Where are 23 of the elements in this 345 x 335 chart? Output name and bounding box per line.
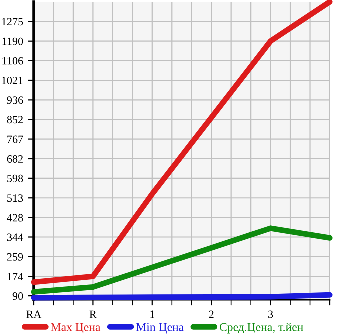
y-tick-label: 852 [7,116,23,124]
y-tick-label: 1106 [2,57,24,65]
legend-label: Сред.Цена, т.йен [220,323,304,334]
y-tick-label: 936 [7,96,24,104]
y-tick-label: 767 [8,136,24,144]
y-tick-label: 259 [7,253,24,261]
y-tick-label: 90 [12,292,24,300]
x-tick-label: 3 [268,310,274,318]
legend-label: Min Цена [136,323,184,334]
x-tick-label: 1 [150,310,155,318]
y-tick-label: 682 [7,155,23,163]
y-tick-label: 174 [8,273,24,280]
y-tick-label: 1021 [2,76,23,84]
y-tick-label: 598 [8,174,24,182]
x-tick-label: RA [26,310,42,318]
y-tick-label: 428 [7,214,24,222]
y-tick-label: 1190 [2,38,24,46]
y-tick-label: 344 [7,234,24,242]
x-tick-label: R [90,310,97,318]
y-tick-label: 1275 [2,18,24,26]
x-tick-label: 2 [209,310,214,318]
y-tick-label: 513 [8,194,24,202]
legend-label: Max Цена [51,323,101,334]
